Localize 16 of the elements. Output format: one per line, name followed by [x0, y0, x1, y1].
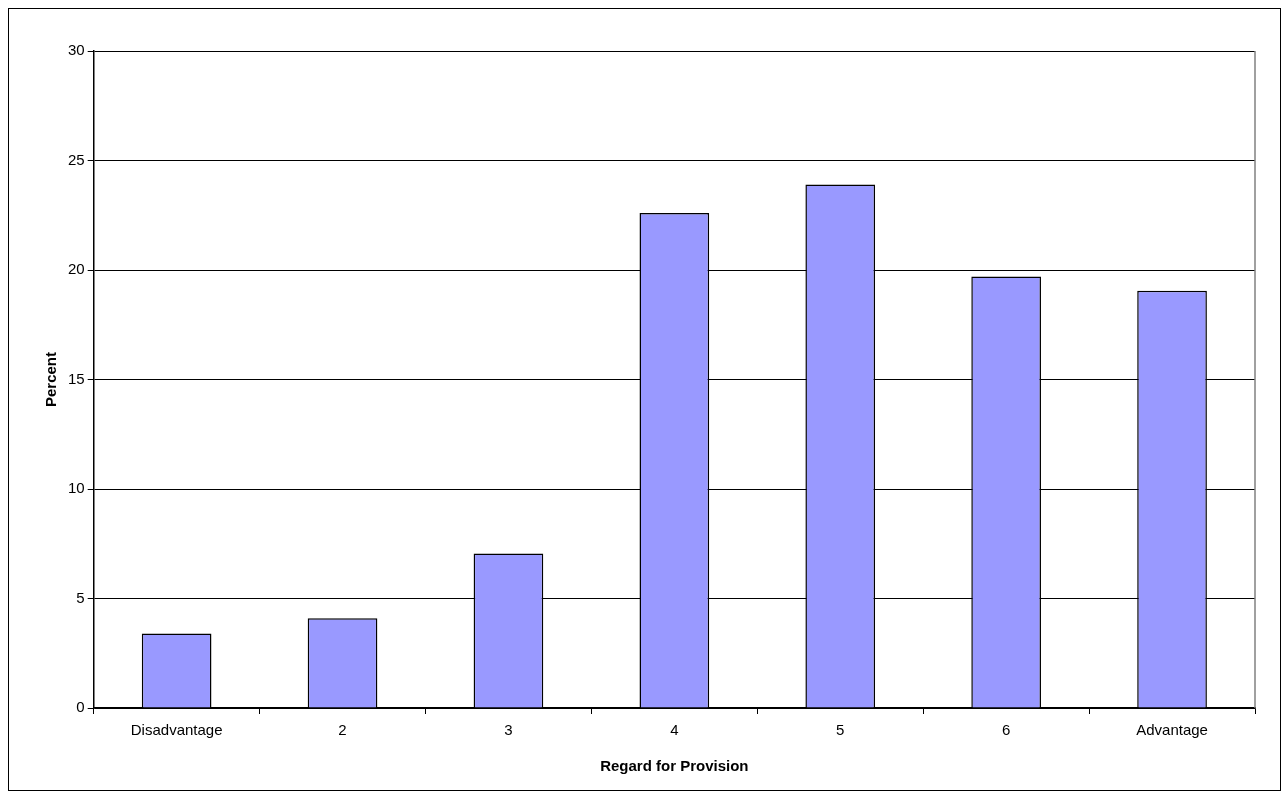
- x-tick-label: 2: [338, 721, 347, 739]
- y-axis-title: Percent: [42, 351, 60, 408]
- y-tick-label: 30: [68, 41, 85, 59]
- x-tick-label: Advantage: [1136, 721, 1208, 739]
- y-tick-label: 0: [76, 698, 85, 716]
- y-tick-label: 10: [68, 479, 85, 497]
- y-tick-label: 20: [68, 260, 85, 278]
- y-tick-label: 5: [76, 588, 85, 606]
- x-tick-label: 4: [670, 721, 679, 739]
- x-tick-label: 5: [836, 721, 845, 739]
- y-tick-label: 25: [68, 150, 85, 168]
- x-tick-label: 3: [504, 721, 513, 739]
- x-axis-title: Regard for Provision: [600, 757, 749, 775]
- x-tick-label: 6: [1001, 721, 1011, 739]
- y-tick-label: 15: [68, 369, 85, 387]
- x-tick-label: Disadvantage: [130, 721, 223, 739]
